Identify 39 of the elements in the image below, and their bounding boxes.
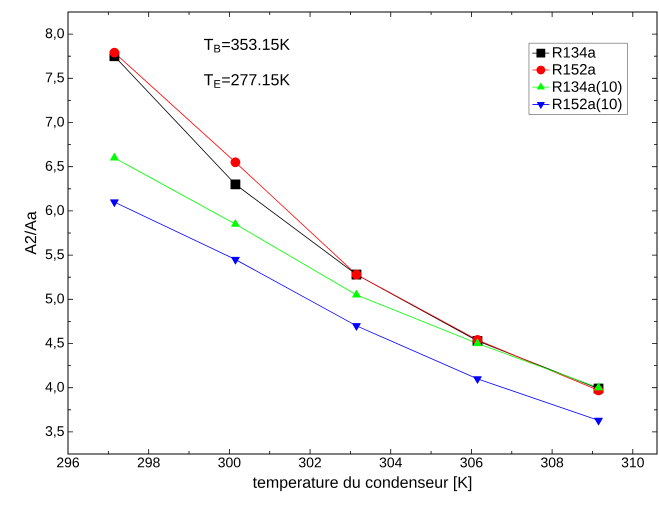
x-axis-title: temperature du condenseur [K]: [252, 476, 472, 492]
y-axis-title: A2/Aa: [24, 211, 36, 255]
x-tick-label: 306: [460, 458, 482, 468]
x-tick-label: 310: [622, 458, 644, 468]
y-tick-label: 6,0: [46, 205, 64, 217]
y-tick-label: 3,5: [46, 426, 64, 438]
x-tick-label: 298: [138, 458, 160, 468]
point: [110, 199, 119, 207]
y-tick-label: 7,0: [46, 116, 64, 128]
y-tick-label: 7,5: [46, 72, 64, 84]
point: [594, 418, 603, 426]
point: [231, 219, 240, 227]
x-tick-label: 300: [218, 458, 240, 468]
x-tick-label: 304: [380, 458, 402, 468]
point: [110, 152, 119, 161]
legend-label: R134a(10): [552, 80, 622, 95]
y-tick-label: 5,0: [46, 294, 64, 306]
annotation: T$_{E}$=277.15K: [204, 74, 290, 88]
y-tick-label: 4,0: [45, 382, 64, 394]
legend-label: R152a: [552, 64, 596, 75]
x-tick-label: 296: [57, 458, 80, 468]
point: [230, 157, 240, 168]
y-tick-label: 5,5: [46, 249, 64, 261]
point: [473, 338, 482, 346]
x-tick-label: 302: [298, 458, 321, 468]
legend-label: R152a(10): [552, 98, 622, 112]
point: [231, 256, 240, 264]
point: [352, 323, 361, 331]
y-tick-label: 8,0: [46, 28, 64, 40]
x-tick-label: 308: [541, 458, 564, 468]
point: [473, 376, 482, 384]
point: [594, 382, 603, 390]
y-tick-label: 4,5: [45, 338, 64, 350]
point: [230, 179, 240, 190]
point: [109, 48, 120, 58]
point: [352, 290, 361, 298]
legend-label: R134a: [552, 47, 596, 58]
y-tick-label: 6,5: [46, 160, 64, 172]
annotation: T$_{B}$=353.15K: [204, 38, 290, 52]
